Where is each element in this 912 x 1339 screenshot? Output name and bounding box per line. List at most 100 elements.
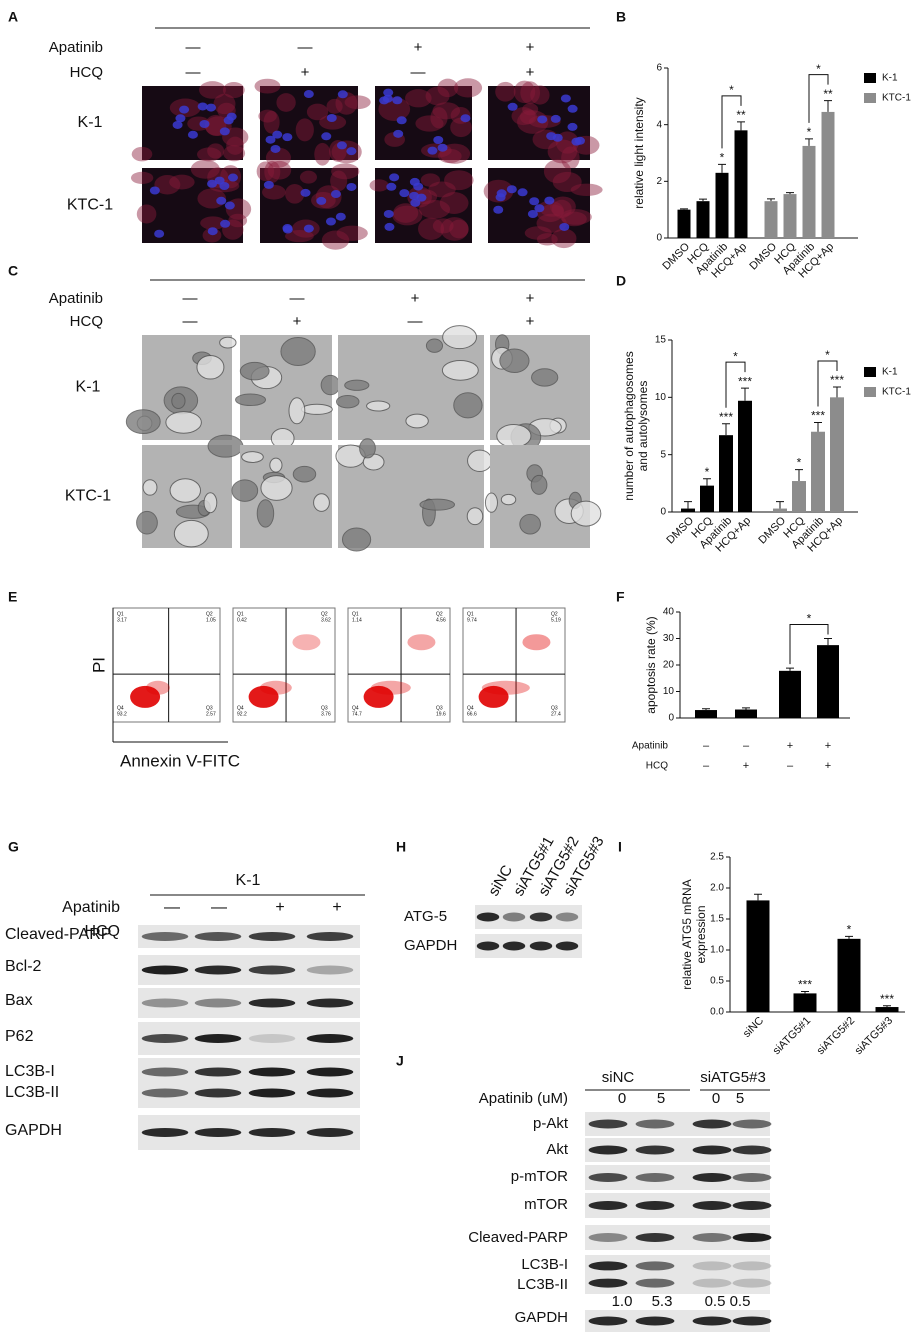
significance-label: * [733,349,738,363]
blot-band [141,1034,189,1043]
cell-stain [495,81,516,102]
blot-band [588,1201,628,1210]
quadrant-name: Q4 [467,705,474,711]
group-label: siNC [602,1069,635,1086]
event-cluster [407,634,436,651]
treatment-sign: + [293,313,302,330]
cell-stain [326,98,343,114]
cell-stain [258,109,277,123]
flow-plot [112,607,221,723]
cell-stain [425,86,450,106]
sample-label: siNC [485,862,516,899]
blot-band [141,1067,189,1077]
error-bar [703,478,711,486]
cell-stain [519,109,537,125]
cell-stain [200,216,226,230]
nucleus [316,196,327,205]
blot-band [732,1201,772,1210]
error-bar [684,501,692,509]
bar [783,194,797,238]
condition-sign: + [825,760,831,772]
significance-bracket [808,74,829,123]
cell-stain [226,136,245,155]
organelle [142,479,158,496]
protein-label: LC3B-II [517,1276,568,1293]
cell-stain [439,192,469,214]
panel-label: F [616,589,625,605]
organelle [165,411,202,434]
nucleus [416,193,427,202]
organelle [499,348,530,374]
cell-stain [540,204,564,217]
bar [830,397,844,512]
blot-band [588,1278,628,1288]
blot-band [588,1173,628,1182]
panel-label: A [8,9,18,25]
legend-swatch [864,93,876,103]
significance-label: ** [823,87,833,101]
significance-label: *** [811,409,825,423]
y-axis-label: apoptosis rate (%) [644,616,658,713]
blot-band [732,1145,772,1155]
organelle [531,368,559,387]
blot-band [306,1088,354,1098]
treatment-label: Apatinib (uM) [479,1090,568,1107]
nucleus [282,225,293,234]
organelle [239,361,270,381]
nucleus [346,182,357,191]
legend-label: K-1 [882,367,898,378]
significance-bracket [725,361,746,408]
panel-label: E [8,589,17,605]
quadrant-name: Q4 [237,705,244,711]
blot-band [248,998,296,1008]
treatment-sign: + [526,290,535,307]
nucleus [550,114,561,123]
treatment-sign: — [211,899,227,916]
nucleus [336,141,347,150]
nucleus [389,173,400,182]
cell-stain [263,110,280,134]
event-cluster [259,680,292,695]
nucleus [272,130,283,139]
error-bar [699,198,707,202]
treatment-label: HCQ [70,313,103,330]
treatment-sign: + [332,899,341,916]
condition-sign: + [743,760,749,772]
nucleus [495,193,506,202]
quadrant-name: Q3 [321,705,328,711]
cell-stain [299,170,317,184]
nucleus [413,182,424,191]
organelle [442,325,478,350]
cell-stain [330,170,348,192]
blot-strip [585,1255,770,1294]
cell-stain [207,143,225,159]
organelle [425,338,444,353]
cell-stain [511,107,536,126]
legend-label: K-1 [882,73,898,84]
treatment-label: Apatinib [62,899,120,916]
blot-band [502,912,526,922]
flow-plot [232,607,336,723]
bar [715,172,729,238]
blot-band [306,965,354,975]
treatment-sign: — [186,39,201,56]
organelle [313,493,330,512]
nucleus [179,105,190,114]
protein-label: LC3B-II [5,1084,59,1101]
organelle [441,359,479,381]
cell-stain [295,118,314,142]
nucleus [337,90,348,99]
y-tick-label: 5 [660,449,666,460]
blot-band [306,1128,354,1137]
blot-band [141,998,189,1008]
y-tick-label: 0 [656,233,662,244]
nucleus [199,120,210,129]
nucleus [197,102,208,111]
legend-swatch [864,367,876,377]
condition-sign: – [743,740,750,752]
organelle [136,510,158,535]
cell-stain [513,80,536,104]
y-tick-label: 2.5 [710,852,724,863]
error-bar [767,198,775,202]
cell-stain [440,217,469,241]
